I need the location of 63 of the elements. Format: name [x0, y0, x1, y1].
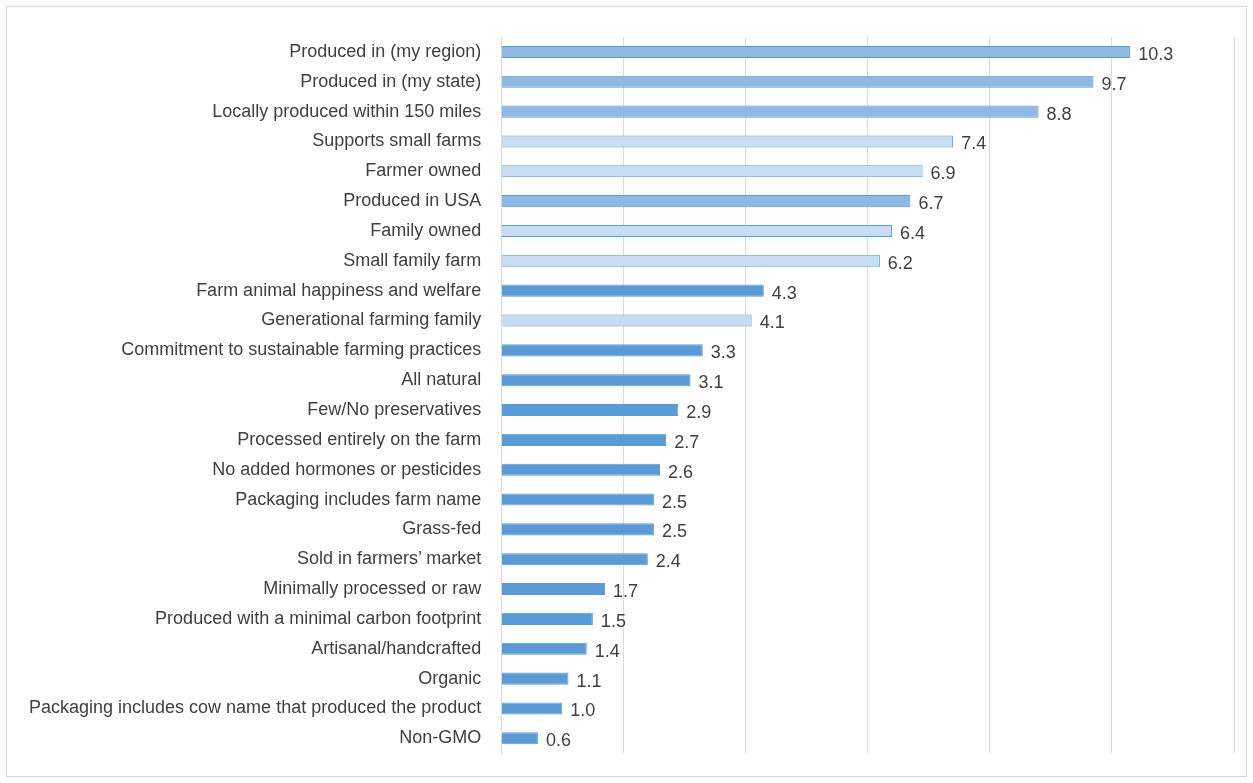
bar	[501, 433, 667, 446]
y-tick-label: Farmer owned	[365, 160, 482, 181]
bar	[501, 523, 654, 536]
data-label: 6.4	[900, 222, 926, 243]
data-label: 6.7	[918, 193, 944, 214]
y-tick-label: Grass-fed	[402, 518, 482, 539]
bar	[501, 493, 654, 506]
bar	[501, 374, 691, 387]
bar	[501, 732, 538, 745]
y-tick-label: Produced in (my region)	[289, 40, 482, 61]
bar	[501, 583, 606, 596]
data-label: 1.1	[576, 670, 602, 691]
bar	[501, 284, 764, 297]
y-tick-label: Commitment to sustainable farming practices	[121, 339, 482, 360]
data-label: 1.4	[594, 640, 620, 661]
data-label: 1.5	[600, 610, 626, 631]
bar	[501, 672, 569, 685]
y-tick-label: Sold in farmers’ market	[296, 548, 482, 569]
data-label: 3.1	[698, 372, 724, 393]
y-tick-label: Few/No preservatives	[307, 398, 482, 419]
data-label: 2.9	[686, 401, 712, 422]
y-tick-label: Locally produced within 150 miles	[212, 100, 482, 121]
bar	[501, 344, 703, 357]
bar	[501, 553, 648, 566]
y-tick-label: Generational farming family	[261, 309, 482, 330]
data-label: 0.6	[545, 730, 571, 751]
data-label: 2.5	[661, 521, 687, 542]
data-label: 2.6	[668, 461, 694, 482]
y-tick-label: Produced in (my state)	[300, 70, 482, 91]
data-label: 1.0	[570, 700, 596, 721]
data-label: 6.9	[930, 163, 956, 184]
y-tick-label: Non-GMO	[399, 727, 482, 748]
bar	[501, 642, 587, 655]
data-label: 2.7	[674, 431, 700, 452]
data-label: 7.4	[961, 133, 987, 154]
y-tick-label: Small family farm	[343, 249, 482, 270]
data-label: 6.2	[887, 252, 913, 273]
y-tick-label: Minimally processed or raw	[263, 578, 483, 599]
y-tick-label: Packaging includes cow name that produced the product	[28, 697, 482, 718]
y-tick-label: Artisanal/handcrafted	[311, 637, 482, 658]
y-tick-label: Produced in USA	[343, 190, 482, 211]
bar	[501, 702, 563, 715]
y-tick-label: Organic	[418, 667, 482, 688]
data-label: 8.8	[1046, 103, 1072, 124]
data-label: 2.4	[655, 551, 681, 572]
y-tick-label: Supports small farms	[312, 130, 482, 151]
y-tick-label: Produced with a minimal carbon footprint	[155, 607, 482, 628]
y-tick-label: No added hormones or pesticides	[212, 458, 482, 479]
y-tick-label: Packaging includes farm name	[235, 488, 482, 509]
data-label: 4.1	[759, 312, 785, 333]
y-tick-label: Processed entirely on the farm	[237, 428, 482, 449]
data-label: 3.3	[710, 342, 736, 363]
bar	[501, 403, 679, 417]
data-label: 2.5	[661, 491, 687, 512]
bar	[501, 463, 661, 476]
data-label: 4.3	[771, 282, 797, 303]
y-tick-label: Family owned	[370, 219, 482, 240]
bar	[501, 612, 593, 625]
y-tick-label: All natural	[401, 369, 482, 390]
y-tick-label: Farm animal happiness and welfare	[196, 279, 482, 300]
data-label: 10.3	[1138, 43, 1174, 64]
data-label: 1.7	[613, 581, 639, 602]
data-label: 9.7	[1101, 73, 1127, 94]
